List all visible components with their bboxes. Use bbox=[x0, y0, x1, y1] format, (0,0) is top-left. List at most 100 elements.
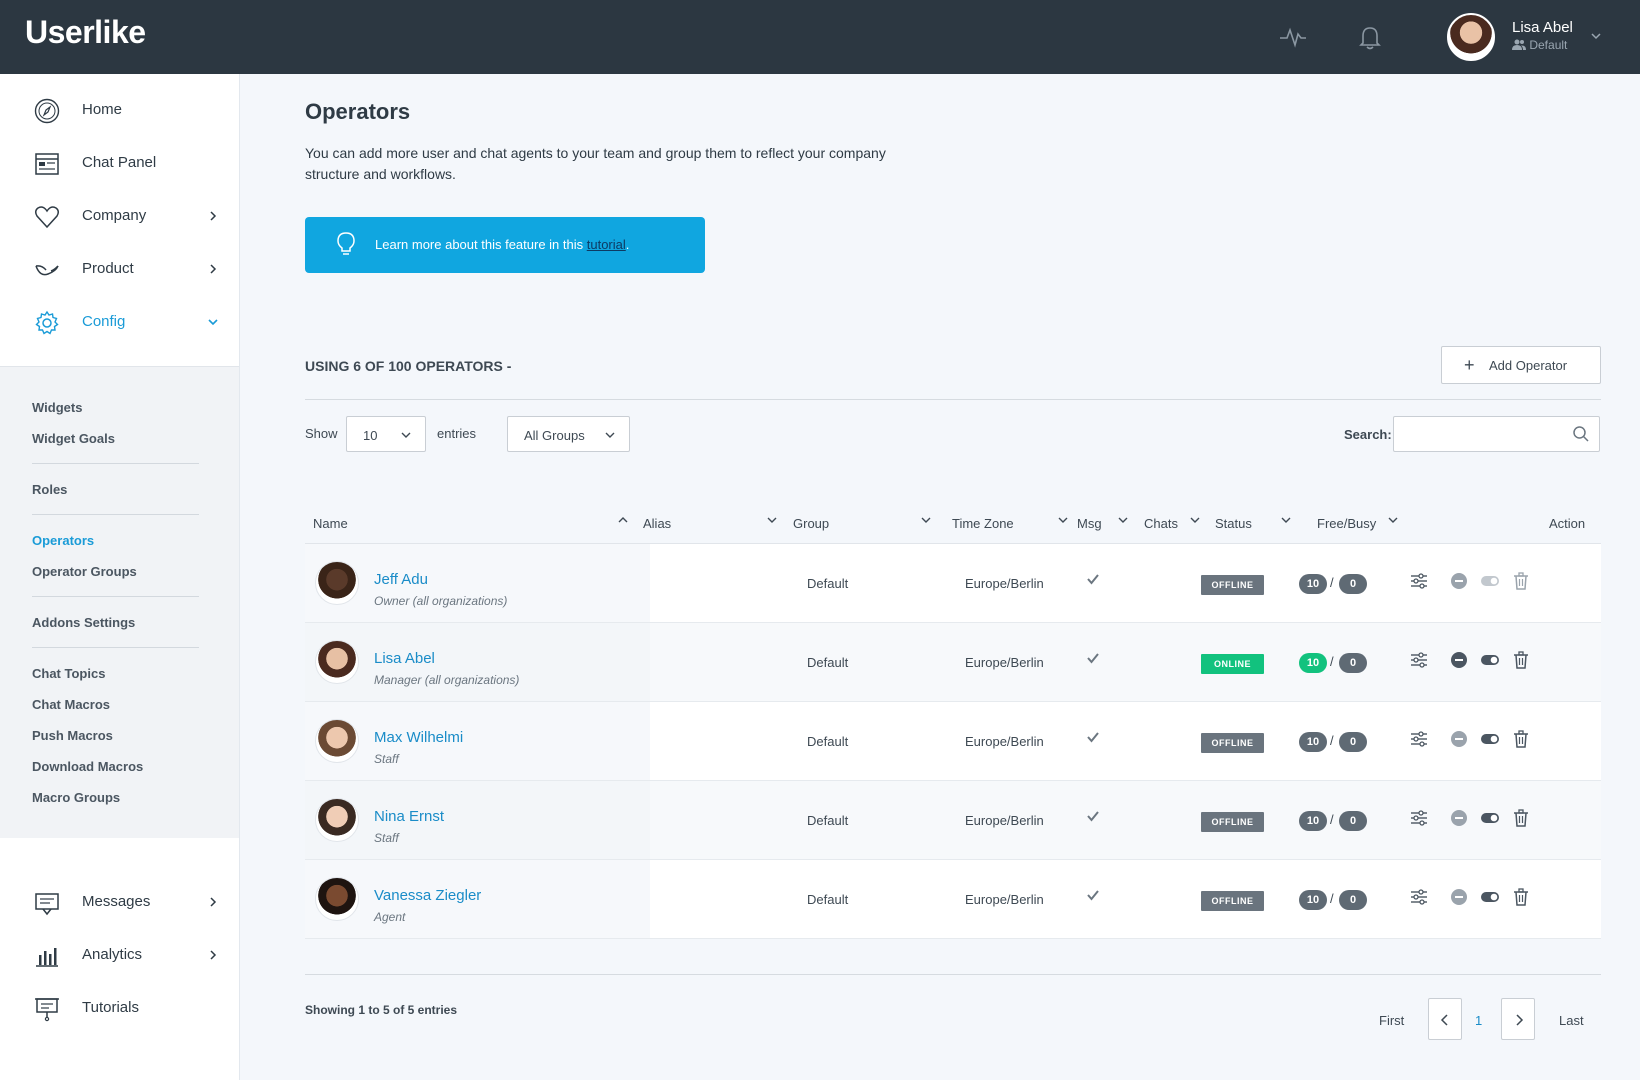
operator-name[interactable]: Lisa Abel bbox=[374, 650, 435, 667]
sort-icon[interactable] bbox=[921, 515, 931, 525]
nav-item-product[interactable]: Product bbox=[0, 249, 240, 289]
settings-sliders-icon[interactable] bbox=[1409, 887, 1429, 907]
page-last[interactable]: Last bbox=[1559, 1013, 1584, 1028]
entries-select[interactable]: 10 bbox=[346, 416, 426, 452]
subnav-macro-groups[interactable]: Macro Groups bbox=[32, 790, 121, 805]
operator-name[interactable]: Vanessa Ziegler bbox=[374, 887, 482, 904]
name-cell bbox=[305, 702, 650, 780]
trash-icon[interactable] bbox=[1511, 887, 1531, 907]
minus-circle-icon[interactable] bbox=[1449, 729, 1469, 749]
sort-icon[interactable] bbox=[1281, 515, 1291, 525]
trash-icon[interactable] bbox=[1511, 808, 1531, 828]
subnav-push-macros[interactable]: Push Macros bbox=[32, 728, 113, 743]
minus-circle-icon[interactable] bbox=[1449, 887, 1469, 907]
sort-asc-icon[interactable] bbox=[618, 515, 628, 525]
toggle-icon[interactable] bbox=[1480, 571, 1500, 591]
settings-sliders-icon[interactable] bbox=[1409, 650, 1429, 670]
settings-sliders-icon[interactable] bbox=[1409, 571, 1429, 591]
user-name[interactable]: Lisa Abel bbox=[1512, 19, 1573, 36]
nav-item-company[interactable]: Company bbox=[0, 196, 240, 236]
chevron-down-icon[interactable] bbox=[1590, 30, 1602, 42]
subnav-operators[interactable]: Operators bbox=[32, 533, 95, 548]
page-number[interactable]: 1 bbox=[1475, 1013, 1483, 1028]
search-icon[interactable] bbox=[1572, 425, 1590, 443]
column-chats[interactable]: Chats bbox=[1144, 516, 1178, 531]
trash-icon[interactable] bbox=[1511, 571, 1531, 591]
column-timezone[interactable]: Time Zone bbox=[952, 516, 1014, 531]
status-badge: ONLINE bbox=[1201, 654, 1264, 674]
column-alias[interactable]: Alias bbox=[643, 516, 672, 531]
operator-name[interactable]: Max Wilhelmi bbox=[374, 729, 464, 746]
compass-icon bbox=[34, 98, 60, 124]
trash-icon[interactable] bbox=[1511, 650, 1531, 670]
column-name[interactable]: Name bbox=[313, 516, 348, 531]
bar-chart-icon bbox=[36, 948, 58, 967]
tutorial-link[interactable]: tutorial bbox=[586, 237, 626, 252]
column-status[interactable]: Status bbox=[1215, 516, 1252, 531]
subnav-chat-topics[interactable]: Chat Topics bbox=[32, 666, 106, 681]
subnav-widgets[interactable]: Widgets bbox=[32, 400, 83, 415]
subnav-roles[interactable]: Roles bbox=[32, 482, 68, 497]
subnav-addons-settings[interactable]: Addons Settings bbox=[32, 615, 136, 630]
operator-name[interactable]: Nina Ernst bbox=[374, 808, 445, 825]
search-input[interactable] bbox=[1393, 416, 1600, 452]
sort-icon[interactable] bbox=[1388, 515, 1398, 525]
subnav-widget-goals[interactable]: Widget Goals bbox=[32, 431, 115, 446]
nav-item-home[interactable]: Home bbox=[0, 90, 240, 130]
settings-sliders-icon[interactable] bbox=[1409, 729, 1429, 749]
nav-item-messages[interactable]: Messages bbox=[0, 882, 240, 922]
nav-label: Chat Panel bbox=[82, 154, 157, 171]
subnav-download-macros[interactable]: Download Macros bbox=[32, 759, 144, 774]
nav-label: Tutorials bbox=[82, 999, 139, 1016]
add-operator-button[interactable]: + Add Operator bbox=[1441, 346, 1601, 384]
operator-role: Manager (all organizations) bbox=[374, 673, 520, 687]
bell-icon[interactable] bbox=[1355, 22, 1385, 52]
user-avatar[interactable] bbox=[1447, 13, 1495, 61]
nav-item-analytics[interactable]: Analytics bbox=[0, 935, 240, 975]
nav-item-chat-panel[interactable]: Chat Panel bbox=[0, 143, 240, 183]
status-badge: OFFLINE bbox=[1201, 733, 1264, 753]
trash-icon[interactable] bbox=[1511, 729, 1531, 749]
status-badge: OFFLINE bbox=[1201, 575, 1264, 595]
sort-icon[interactable] bbox=[767, 515, 777, 525]
toggle-icon[interactable] bbox=[1480, 808, 1500, 828]
sort-icon[interactable] bbox=[1118, 515, 1128, 525]
page-prev-button[interactable] bbox=[1428, 998, 1462, 1040]
table-row: Max Wilhelmi Staff Default Europe/Berlin… bbox=[305, 702, 1601, 781]
column-msg[interactable]: Msg bbox=[1077, 516, 1102, 531]
presentation-icon bbox=[35, 998, 59, 1022]
add-operator-label: Add Operator bbox=[1489, 358, 1568, 373]
separator: / bbox=[1330, 654, 1334, 669]
sort-icon[interactable] bbox=[1058, 515, 1068, 525]
status-badge: OFFLINE bbox=[1201, 891, 1264, 911]
avatar bbox=[315, 798, 359, 842]
separator: / bbox=[1330, 812, 1334, 827]
minus-circle-icon[interactable] bbox=[1449, 650, 1469, 670]
page-description: You can add more user and chat agents to… bbox=[305, 145, 886, 182]
nav-label: Home bbox=[82, 101, 123, 118]
chat-panel-icon bbox=[35, 153, 59, 175]
page-next-button[interactable] bbox=[1501, 998, 1535, 1040]
toggle-icon[interactable] bbox=[1480, 729, 1500, 749]
tip-text-label: Learn more about this feature in this bbox=[375, 237, 587, 252]
settings-sliders-icon[interactable] bbox=[1409, 808, 1429, 828]
page-first[interactable]: First bbox=[1379, 1013, 1405, 1028]
subnav-operator-groups[interactable]: Operator Groups bbox=[32, 564, 137, 579]
operator-name[interactable]: Jeff Adu bbox=[374, 571, 428, 588]
sort-icon[interactable] bbox=[1190, 515, 1200, 525]
nav-item-tutorials[interactable]: Tutorials bbox=[0, 988, 240, 1028]
toggle-icon[interactable] bbox=[1480, 650, 1500, 670]
toggle-icon[interactable] bbox=[1480, 887, 1500, 907]
column-freebusy[interactable]: Free/Busy bbox=[1317, 516, 1377, 531]
subnav-chat-macros[interactable]: Chat Macros bbox=[32, 697, 111, 712]
minus-circle-icon[interactable] bbox=[1449, 808, 1469, 828]
groups-select[interactable]: All Groups bbox=[507, 416, 630, 452]
nav-label: Analytics bbox=[82, 946, 143, 963]
column-group[interactable]: Group bbox=[793, 516, 830, 531]
activity-icon[interactable] bbox=[1278, 22, 1308, 52]
operator-group: Default bbox=[807, 655, 849, 670]
userlike-logo[interactable]: Userlike bbox=[25, 14, 146, 51]
separator: / bbox=[1330, 733, 1334, 748]
minus-circle-icon[interactable] bbox=[1449, 571, 1469, 591]
nav-item-config[interactable]: Config bbox=[0, 302, 240, 342]
